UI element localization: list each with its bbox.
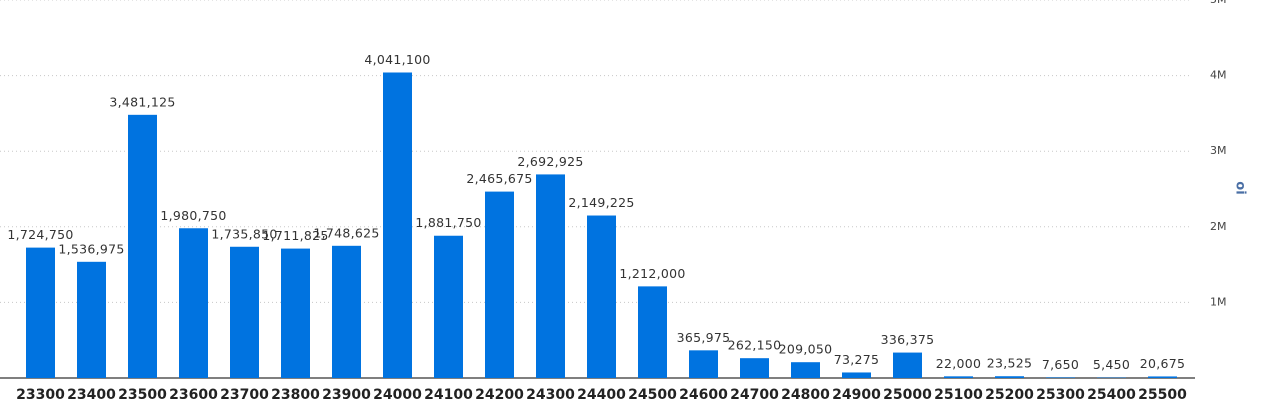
x-tick-label: 23600 — [169, 387, 218, 403]
y-tick-label: 1M — [1210, 295, 1227, 308]
x-tick-label: 24900 — [832, 387, 881, 403]
x-tick-label: 24600 — [679, 387, 728, 403]
value-label: 3,481,125 — [109, 94, 175, 109]
value-label: 20,675 — [1140, 356, 1186, 371]
x-tick-label: 23700 — [220, 387, 269, 403]
bar — [536, 174, 565, 378]
x-tick-label: 25500 — [1138, 387, 1187, 403]
value-label: 2,149,225 — [568, 195, 634, 210]
bar — [740, 358, 769, 378]
value-label: 1,735,850 — [211, 226, 277, 241]
value-label: 2,692,925 — [517, 154, 583, 169]
value-label: 1,980,750 — [160, 208, 226, 223]
bar — [791, 362, 820, 378]
x-tick-label: 23400 — [67, 387, 116, 403]
bar — [26, 247, 55, 378]
bar — [179, 228, 208, 378]
bar — [893, 352, 922, 378]
bar — [842, 372, 871, 378]
value-label: 1,748,625 — [313, 225, 379, 240]
x-tick-label: 24100 — [424, 387, 473, 403]
value-label: 7,650 — [1042, 357, 1079, 372]
bar — [434, 235, 463, 378]
x-tick-label: 23300 — [16, 387, 65, 403]
y-tick-label: 2M — [1210, 220, 1227, 233]
bar — [485, 191, 514, 378]
x-tick-label: 24700 — [730, 387, 779, 403]
x-tick-label: 25100 — [934, 387, 983, 403]
x-tick-label: 24400 — [577, 387, 626, 403]
y-tick-label: 3M — [1210, 144, 1227, 157]
y-axis-label: oi — [1233, 181, 1248, 194]
x-tick-label: 23900 — [322, 387, 371, 403]
x-tick-label: 25400 — [1087, 387, 1136, 403]
value-label: 262,150 — [728, 338, 782, 353]
bar — [1148, 376, 1177, 378]
y-tick-label: 5M — [1210, 0, 1227, 6]
value-label: 23,525 — [987, 356, 1033, 371]
bar — [332, 245, 361, 378]
x-tick-label: 24300 — [526, 387, 575, 403]
value-label: 1,724,750 — [7, 227, 73, 242]
x-tick-label: 25300 — [1036, 387, 1085, 403]
value-label: 365,975 — [677, 330, 731, 345]
bar — [77, 261, 106, 378]
bar — [638, 286, 667, 378]
value-label: 1,536,975 — [58, 241, 124, 256]
bar — [587, 215, 616, 378]
value-label: 209,050 — [779, 342, 833, 357]
x-tick-label: 23500 — [118, 387, 167, 403]
bar — [281, 248, 310, 378]
x-tick-label: 25000 — [883, 387, 932, 403]
x-tick-label: 24200 — [475, 387, 524, 403]
value-label: 4,041,100 — [364, 52, 430, 67]
value-label: 336,375 — [881, 332, 935, 347]
bar — [1046, 377, 1075, 378]
y-tick-label: 4M — [1210, 69, 1227, 82]
value-label: 73,275 — [834, 352, 880, 367]
x-tick-label: 24500 — [628, 387, 677, 403]
value-label: 1,881,750 — [415, 215, 481, 230]
x-tick-label: 25200 — [985, 387, 1034, 403]
bar — [995, 376, 1024, 378]
x-tick-label: 23800 — [271, 387, 320, 403]
bar — [689, 350, 718, 378]
bar — [230, 246, 259, 378]
value-label: 22,000 — [936, 356, 982, 371]
value-label: 1,711,825 — [262, 228, 328, 243]
x-tick-label: 24800 — [781, 387, 830, 403]
x-tick-label: 24000 — [373, 387, 422, 403]
bar — [383, 72, 412, 378]
bar — [128, 114, 157, 378]
value-label: 1,212,000 — [619, 266, 685, 281]
bar — [944, 376, 973, 378]
value-label: 2,465,675 — [466, 171, 532, 186]
value-label: 5,450 — [1093, 357, 1130, 372]
